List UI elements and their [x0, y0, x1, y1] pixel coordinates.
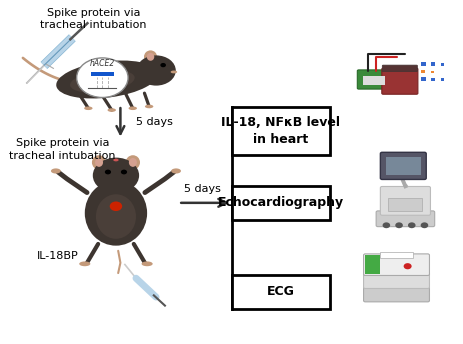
- Ellipse shape: [84, 107, 92, 110]
- Ellipse shape: [79, 261, 90, 266]
- Ellipse shape: [125, 155, 140, 170]
- FancyBboxPatch shape: [379, 252, 413, 258]
- Ellipse shape: [70, 70, 134, 93]
- Text: Spike protein via
tracheal intubation: Spike protein via tracheal intubation: [9, 138, 115, 161]
- FancyBboxPatch shape: [381, 68, 417, 94]
- Ellipse shape: [144, 105, 153, 108]
- FancyBboxPatch shape: [380, 152, 425, 180]
- Circle shape: [105, 170, 111, 174]
- FancyBboxPatch shape: [231, 275, 329, 309]
- Bar: [430, 71, 433, 73]
- FancyBboxPatch shape: [385, 157, 420, 175]
- Ellipse shape: [141, 261, 152, 266]
- FancyBboxPatch shape: [375, 211, 434, 227]
- Ellipse shape: [170, 71, 177, 73]
- Circle shape: [407, 222, 415, 228]
- Circle shape: [394, 222, 402, 228]
- Text: IL-18BP: IL-18BP: [37, 251, 79, 261]
- Circle shape: [76, 58, 128, 97]
- Bar: [420, 77, 425, 81]
- Text: IL-18, NFκB level
in heart: IL-18, NFκB level in heart: [221, 116, 339, 146]
- Ellipse shape: [99, 174, 132, 191]
- FancyBboxPatch shape: [364, 255, 379, 274]
- FancyBboxPatch shape: [90, 72, 114, 76]
- Bar: [430, 78, 434, 81]
- Ellipse shape: [96, 194, 136, 239]
- Circle shape: [109, 202, 122, 211]
- Bar: [420, 62, 425, 66]
- Ellipse shape: [128, 107, 137, 110]
- Ellipse shape: [95, 158, 103, 167]
- Ellipse shape: [85, 181, 147, 246]
- Ellipse shape: [107, 108, 116, 112]
- Bar: [420, 70, 425, 73]
- Text: 5 days: 5 days: [184, 184, 221, 194]
- Ellipse shape: [92, 155, 106, 170]
- Circle shape: [120, 170, 127, 174]
- FancyBboxPatch shape: [231, 107, 329, 155]
- Bar: [440, 78, 443, 81]
- Text: Echocardiography: Echocardiography: [217, 196, 343, 209]
- Ellipse shape: [113, 159, 119, 161]
- Ellipse shape: [144, 50, 157, 63]
- FancyBboxPatch shape: [363, 286, 429, 302]
- Text: 5 days: 5 days: [136, 117, 173, 127]
- FancyBboxPatch shape: [380, 186, 430, 215]
- Circle shape: [420, 222, 427, 228]
- Ellipse shape: [129, 158, 137, 167]
- Text: hACE2: hACE2: [89, 58, 115, 68]
- FancyBboxPatch shape: [357, 70, 390, 89]
- Circle shape: [160, 63, 166, 67]
- FancyBboxPatch shape: [363, 76, 385, 85]
- Circle shape: [136, 55, 175, 86]
- Text: Spike protein via
tracheal intubation: Spike protein via tracheal intubation: [40, 8, 147, 30]
- Circle shape: [93, 158, 139, 193]
- FancyBboxPatch shape: [231, 186, 329, 220]
- FancyBboxPatch shape: [382, 65, 417, 72]
- FancyBboxPatch shape: [363, 254, 429, 276]
- Bar: [430, 62, 434, 66]
- Ellipse shape: [56, 61, 157, 98]
- FancyBboxPatch shape: [363, 273, 429, 289]
- Bar: [440, 63, 443, 66]
- Ellipse shape: [51, 169, 61, 173]
- Circle shape: [403, 263, 411, 269]
- Circle shape: [382, 222, 389, 228]
- FancyBboxPatch shape: [388, 197, 421, 211]
- Text: ECG: ECG: [266, 286, 294, 298]
- Ellipse shape: [171, 169, 181, 173]
- Ellipse shape: [146, 53, 154, 61]
